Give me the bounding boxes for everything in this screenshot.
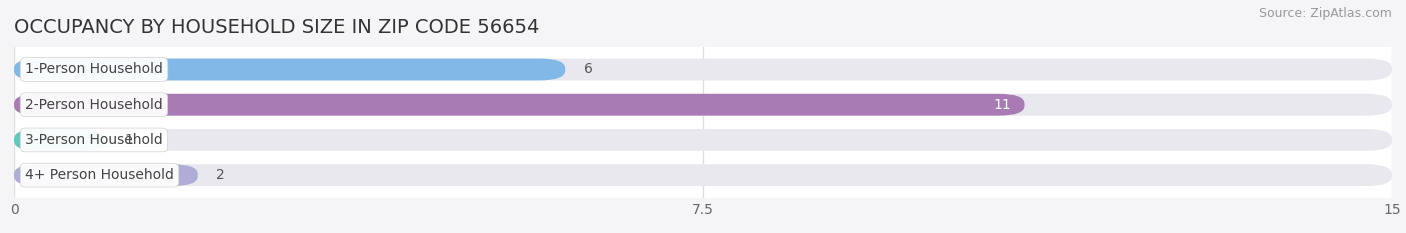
FancyBboxPatch shape [14, 58, 1392, 80]
Text: 1: 1 [124, 133, 134, 147]
FancyBboxPatch shape [14, 129, 105, 151]
FancyBboxPatch shape [14, 94, 1025, 116]
Text: 11: 11 [993, 98, 1011, 112]
Text: 2: 2 [217, 168, 225, 182]
Text: 4+ Person Household: 4+ Person Household [25, 168, 174, 182]
Text: 1-Person Household: 1-Person Household [25, 62, 163, 76]
FancyBboxPatch shape [14, 164, 1392, 186]
Text: OCCUPANCY BY HOUSEHOLD SIZE IN ZIP CODE 56654: OCCUPANCY BY HOUSEHOLD SIZE IN ZIP CODE … [14, 18, 540, 37]
FancyBboxPatch shape [14, 94, 1392, 116]
FancyBboxPatch shape [14, 164, 198, 186]
FancyBboxPatch shape [14, 129, 1392, 151]
Text: 3-Person Household: 3-Person Household [25, 133, 163, 147]
FancyBboxPatch shape [14, 58, 565, 80]
Text: 6: 6 [583, 62, 592, 76]
Text: Source: ZipAtlas.com: Source: ZipAtlas.com [1258, 7, 1392, 20]
Text: 2-Person Household: 2-Person Household [25, 98, 163, 112]
